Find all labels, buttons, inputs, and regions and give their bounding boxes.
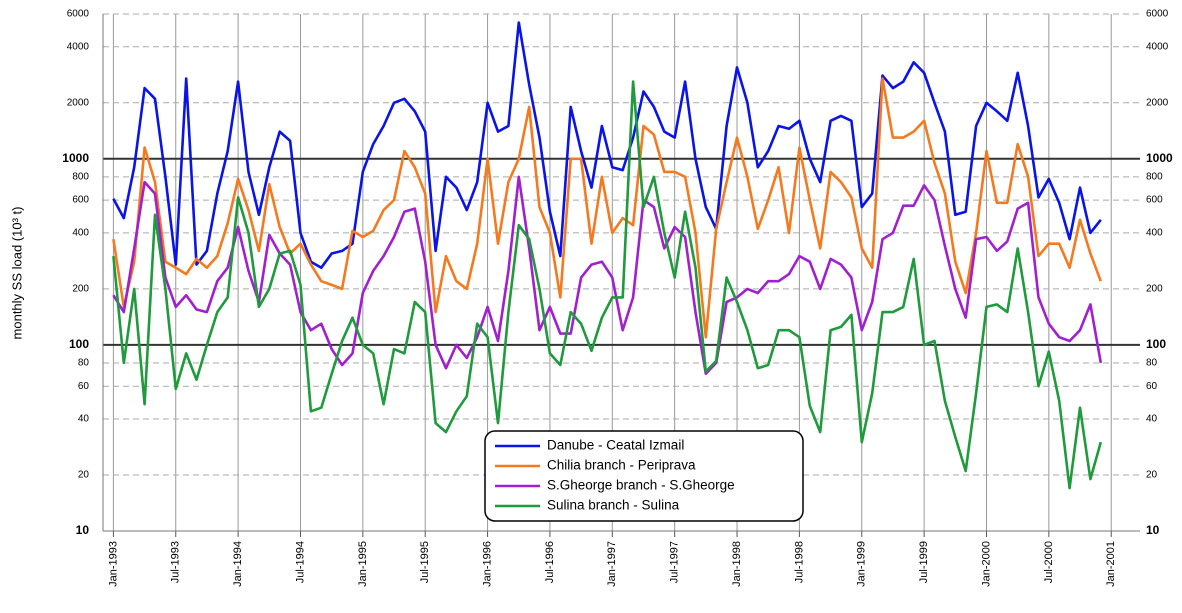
x-tick-label: Jan-2001	[1105, 541, 1117, 587]
legend-label: S.Gheorge branch - S.Gheorge	[547, 478, 735, 493]
y2-tick-label: 400	[1146, 228, 1163, 239]
legend-label: Sulina branch - Sulina	[547, 498, 680, 513]
y2-tick-label: 200	[1146, 284, 1163, 295]
x-tick-label: Jul-2000	[1043, 541, 1055, 583]
y2-tick-label: 2000	[1146, 97, 1169, 108]
y2-tick-label: 1000	[1146, 151, 1173, 165]
y2-tick-label: 40	[1146, 414, 1158, 425]
x-tick-label: Jul-1994	[294, 541, 306, 583]
y2-tick-label: 60	[1146, 381, 1158, 392]
series-line	[112, 80, 1103, 490]
series-line	[112, 21, 1102, 269]
y-tick-label: 6000	[67, 9, 90, 20]
y2-tick-label: 10	[1146, 523, 1160, 537]
x-tick-label: Jul-1997	[669, 541, 681, 583]
y2-tick-label: 6000	[1146, 9, 1169, 20]
y-tick-label: 4000	[67, 41, 90, 52]
legend: Danube - Ceatal Izmail Chilia branch - Pe…	[484, 430, 804, 522]
y-tick-label: 1000	[62, 151, 89, 165]
x-tick-label: Jan-1995	[357, 541, 369, 587]
y-tick-label: 200	[72, 284, 89, 295]
series-line	[112, 175, 1103, 375]
x-tick-label: Jan-1993	[107, 541, 119, 587]
y-tick-label: 600	[72, 195, 89, 206]
x-tick-label: Jul-1999	[918, 541, 930, 583]
y-tick-label: 10	[76, 523, 90, 537]
legend-box	[484, 430, 804, 522]
y-tick-label: 40	[78, 414, 90, 425]
legend-label: Danube - Ceatal Izmail	[547, 438, 684, 453]
legend-label: Chilia branch - Periprava	[547, 458, 696, 473]
x-tick-label: Jan-1998	[731, 541, 743, 587]
y2-tick-label: 20	[1146, 470, 1158, 481]
y-tick-label: 2000	[67, 97, 90, 108]
x-tick-label: Jan-1997	[606, 541, 618, 587]
x-tick-label: Jul-1995	[419, 541, 431, 583]
x-tick-label: Jan-2000	[980, 541, 992, 587]
x-tick-label: Jan-1996	[481, 541, 493, 587]
y-tick-label: 400	[72, 228, 89, 239]
x-tick-label: Jan-1999	[856, 541, 868, 587]
y-tick-label: 60	[78, 381, 90, 392]
y-tick-label: 100	[69, 337, 89, 351]
y2-tick-label: 800	[1146, 171, 1163, 182]
series-line	[112, 77, 1103, 339]
y2-tick-label: 80	[1146, 358, 1158, 369]
x-tick-label: Jul-1998	[793, 541, 805, 583]
y-tick-label: 800	[72, 171, 89, 182]
y-tick-label: 80	[78, 358, 90, 369]
x-tick-label: Jul-1993	[170, 541, 182, 583]
y-axis-label: monthly SS load (10³ t)	[9, 207, 24, 340]
y2-tick-label: 100	[1146, 337, 1166, 351]
y2-tick-label: 4000	[1146, 41, 1169, 52]
y-tick-label: 20	[78, 470, 90, 481]
x-tick-label: Jul-1996	[544, 541, 556, 583]
y2-tick-label: 600	[1146, 195, 1163, 206]
x-tick-label: Jan-1994	[232, 541, 244, 587]
